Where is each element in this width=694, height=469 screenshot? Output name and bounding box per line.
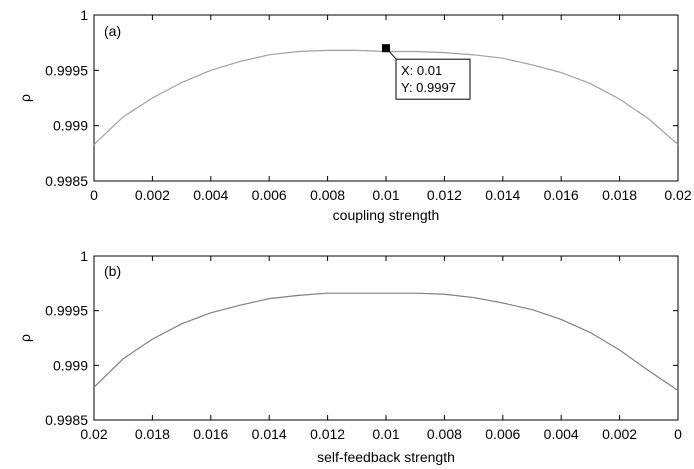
- x-tick-label-a: 0.014: [485, 187, 520, 203]
- x-axis-label-b: self-feedback strength: [317, 449, 455, 465]
- data-tip-y-text: Y: 0.9997: [401, 80, 456, 95]
- x-tick-label-a: 0.004: [193, 187, 228, 203]
- y-tick-label-a: 0.9995: [45, 62, 88, 78]
- x-tick-label-b: 0.002: [602, 426, 637, 442]
- plot-area-a: [93, 14, 679, 182]
- data-tip[interactable]: X: 0.01 Y: 0.9997: [382, 44, 471, 100]
- x-tick-label-b: 0.004: [544, 426, 579, 442]
- x-tick-label-b: 0: [674, 426, 682, 442]
- x-tick-label-a: 0.012: [427, 187, 462, 203]
- x-tick-label-b: 0.02: [80, 426, 107, 442]
- x-tick-label-a: 0.002: [135, 187, 170, 203]
- panel-label-a: (a): [104, 23, 121, 39]
- x-tick-label-b: 0.006: [485, 426, 520, 442]
- panel-b: 0.02 0.018 0.016 0.014 0.012 0.01 0.008 0.006 0.…: [17, 248, 682, 465]
- x-axis-label-a: coupling strength: [333, 207, 440, 223]
- x-tick-label-a: 0.01: [372, 187, 399, 203]
- data-tip-box: [395, 58, 471, 100]
- y-axis-label-a: ρ: [17, 94, 33, 102]
- panel-label-b: (b): [104, 263, 121, 279]
- y-tick-label-b: 1: [80, 248, 88, 264]
- x-tick-label-a: 0.008: [310, 187, 345, 203]
- x-tick-label-b: 0.016: [193, 426, 228, 442]
- plot-area-b: [93, 255, 679, 421]
- y-tick-label-b: 0.9995: [45, 303, 88, 319]
- panel-a: 0 0.002 0.004 0.006 0.008 0.01 0.012 0.014 0.016…: [17, 7, 692, 223]
- x-tick-label-b: 0.012: [310, 426, 345, 442]
- y-axis-label-b: ρ: [17, 334, 33, 342]
- x-tick-label-b: 0.014: [252, 426, 287, 442]
- data-tip-marker[interactable]: [382, 44, 390, 53]
- y-tick-label-b: 0.999: [53, 357, 88, 373]
- x-tick-label-a: 0.006: [252, 187, 287, 203]
- series-line-b: [93, 292, 679, 391]
- y-tick-label-b: 0.9985: [45, 412, 88, 428]
- x-tick-label-a: 0.018: [602, 187, 637, 203]
- y-tick-label-a: 0.9985: [45, 173, 88, 189]
- x-tick-label-b: 0.018: [135, 426, 170, 442]
- x-tick-label-a: 0.016: [544, 187, 579, 203]
- x-tick-label-b: 0.008: [427, 426, 462, 442]
- x-tick-label-a: 0: [90, 187, 98, 203]
- ticks-a: 0 0.002 0.004 0.006 0.008 0.01 0.012 0.014 0.016…: [45, 7, 692, 203]
- ticks-b: 0.02 0.018 0.016 0.014 0.012 0.01 0.008 0.006 0.…: [45, 248, 682, 442]
- data-tip-x-text: X: 0.01: [401, 63, 442, 78]
- x-tick-label-a: 0.02: [664, 187, 691, 203]
- x-tick-label-b: 0.01: [372, 426, 399, 442]
- y-tick-label-a: 0.999: [53, 118, 88, 134]
- y-tick-label-a: 1: [80, 7, 88, 23]
